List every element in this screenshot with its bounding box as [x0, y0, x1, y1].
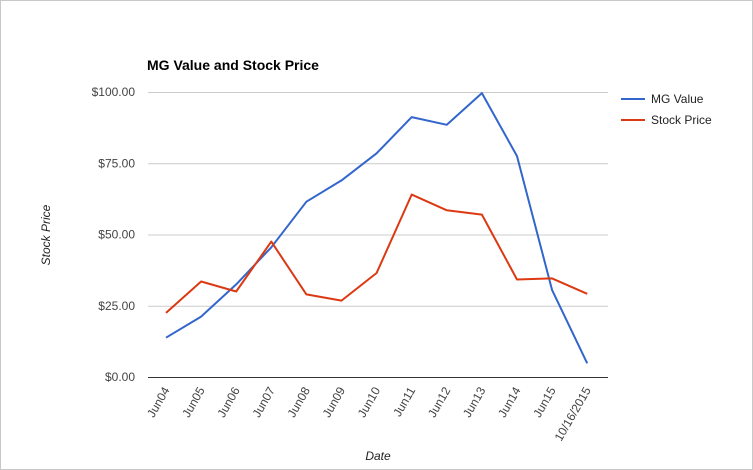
- x-axis-ticks: Jun04 Jun05 Jun06 Jun07 Jun08 Jun09 Jun10 Jun11…: [144, 384, 594, 443]
- x-tick-label: Jun08: [285, 384, 314, 420]
- x-tick-label: Jun06: [214, 384, 243, 420]
- chart-title: MG Value and Stock Price: [147, 57, 319, 73]
- x-tick-label: Jun12: [425, 384, 454, 420]
- legend: MG Value Stock Price: [621, 92, 712, 127]
- x-tick-label: Jun10: [355, 384, 384, 420]
- x-tick-label: Jun07: [249, 384, 278, 420]
- gridlines: [148, 92, 608, 307]
- series-lines: [165, 92, 589, 364]
- y-tick-label: $75.00: [98, 156, 135, 170]
- y-axis-ticks: $0.00 $25.00 $50.00 $75.00 $100.00: [92, 85, 136, 384]
- x-tick-label: 10/16/2015: [552, 384, 594, 443]
- x-tick-label: Jun09: [320, 384, 349, 420]
- x-tick-label: Jun11: [390, 384, 418, 419]
- legend-label-mg-value: MG Value: [651, 92, 704, 106]
- x-tick-label: Jun13: [460, 384, 489, 420]
- series-line-stock-price: [165, 193, 588, 314]
- y-axis-title: Stock Price: [39, 204, 53, 265]
- series-line-mg-value: [165, 92, 589, 364]
- x-tick-label: Jun14: [495, 384, 524, 420]
- x-tick-label: Jun15: [530, 384, 559, 420]
- y-tick-label: $100.00: [92, 85, 136, 99]
- y-tick-label: $25.00: [98, 299, 135, 313]
- x-axis-title: Date: [365, 449, 391, 463]
- legend-label-stock-price: Stock Price: [651, 113, 712, 127]
- x-tick-label: Jun05: [179, 384, 208, 420]
- y-tick-label: $0.00: [105, 370, 135, 384]
- y-tick-label: $50.00: [98, 228, 135, 242]
- x-tick-label: Jun04: [144, 384, 173, 420]
